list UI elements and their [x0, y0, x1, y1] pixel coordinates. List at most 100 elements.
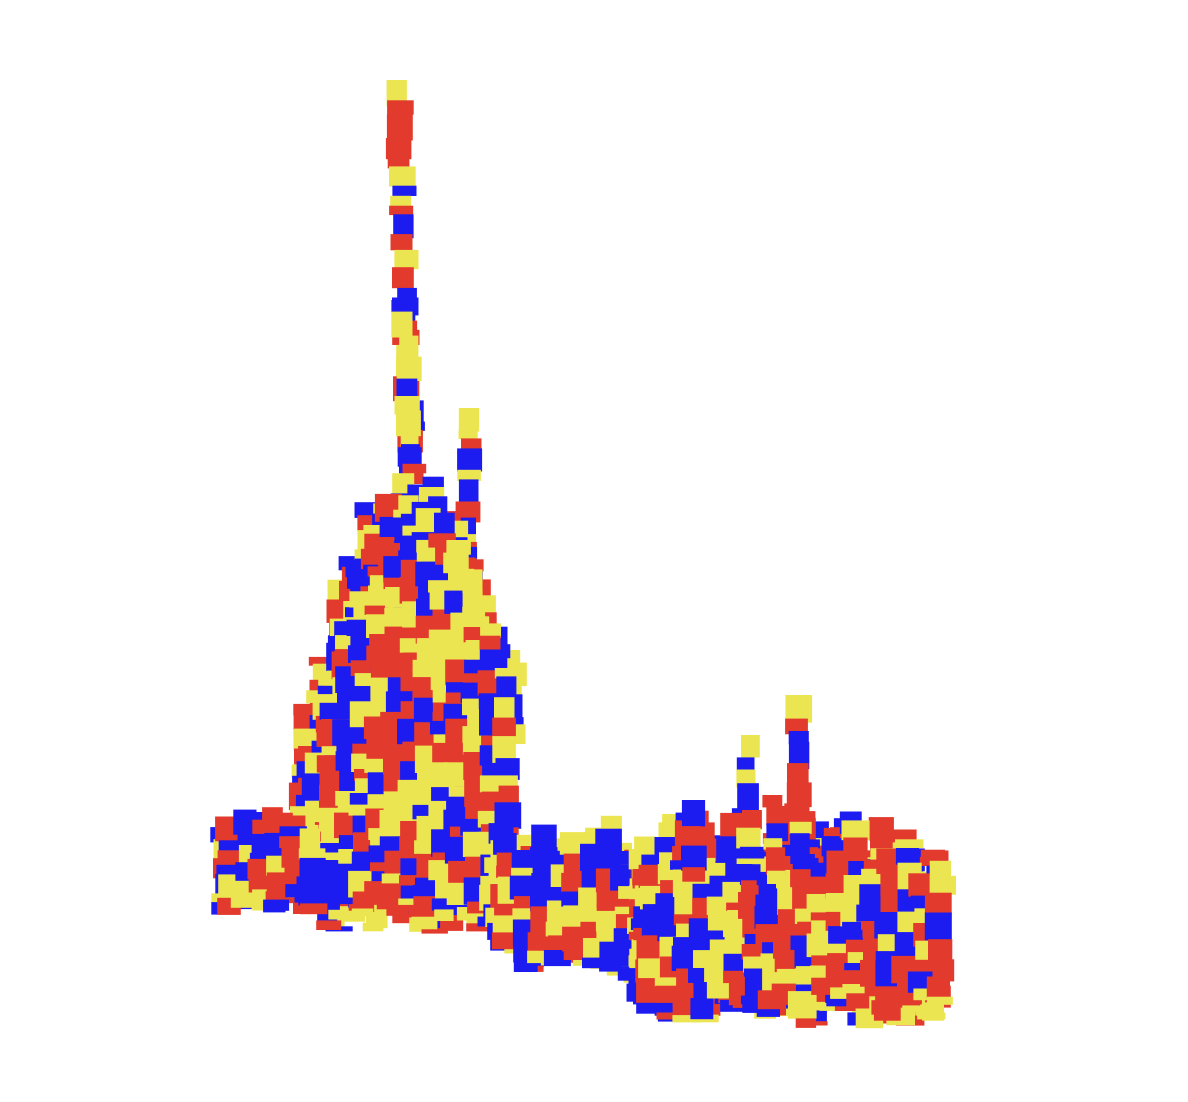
block	[349, 686, 374, 704]
block	[279, 836, 306, 849]
block	[795, 984, 819, 993]
block	[458, 479, 479, 503]
block	[389, 205, 414, 216]
block	[755, 894, 782, 908]
block	[763, 838, 783, 850]
block	[530, 890, 550, 912]
block	[795, 1018, 817, 1028]
block	[455, 501, 481, 523]
block	[249, 852, 274, 861]
block	[386, 904, 409, 916]
block	[411, 916, 438, 930]
block	[391, 311, 413, 338]
block	[317, 909, 338, 922]
block	[863, 859, 886, 870]
block	[369, 575, 390, 587]
block	[739, 846, 765, 859]
block	[563, 905, 584, 915]
block	[434, 512, 455, 537]
block	[296, 876, 321, 887]
block	[543, 850, 569, 869]
block	[672, 1015, 701, 1023]
block	[383, 577, 409, 590]
block	[263, 899, 290, 911]
block	[316, 920, 342, 930]
block	[924, 912, 952, 941]
block	[636, 1000, 659, 1014]
block	[790, 833, 810, 855]
block	[393, 214, 414, 239]
block	[349, 591, 374, 608]
block	[387, 100, 414, 115]
block	[386, 114, 413, 141]
block	[680, 826, 701, 846]
block	[532, 864, 555, 874]
block	[868, 817, 894, 841]
block	[785, 718, 808, 735]
block	[462, 740, 485, 755]
block	[843, 837, 868, 864]
block	[842, 984, 867, 996]
block	[926, 996, 953, 1005]
block	[724, 933, 746, 955]
block	[367, 566, 388, 577]
block	[531, 873, 553, 895]
block	[431, 787, 451, 803]
block	[318, 852, 341, 863]
block	[845, 897, 866, 908]
block	[826, 838, 848, 853]
block	[216, 864, 244, 876]
block	[398, 898, 422, 905]
block	[348, 804, 373, 816]
block	[810, 912, 836, 922]
block	[299, 857, 326, 882]
block	[494, 903, 516, 919]
block	[790, 854, 815, 864]
block	[582, 957, 602, 969]
block	[390, 195, 412, 209]
block	[285, 815, 306, 828]
block-stack	[210, 80, 956, 1029]
block	[463, 627, 484, 643]
block	[319, 768, 339, 790]
block	[394, 396, 420, 415]
block	[443, 552, 469, 574]
block	[819, 1002, 843, 1011]
block	[873, 1004, 901, 1021]
block	[531, 824, 557, 848]
block	[217, 850, 245, 866]
block	[415, 877, 441, 888]
block	[428, 629, 455, 638]
block	[823, 827, 848, 838]
block	[595, 910, 617, 932]
block	[248, 874, 273, 893]
block	[926, 976, 950, 998]
block	[279, 826, 307, 837]
block	[457, 469, 481, 481]
block	[766, 823, 788, 842]
block	[318, 843, 344, 855]
block	[826, 998, 851, 1007]
block	[495, 758, 520, 780]
block	[492, 915, 517, 938]
block	[467, 901, 489, 914]
block	[493, 833, 517, 855]
block	[266, 872, 287, 896]
block	[461, 438, 482, 451]
block	[892, 829, 917, 843]
block	[494, 668, 517, 679]
block	[265, 891, 288, 902]
block	[400, 434, 419, 447]
block	[345, 560, 366, 578]
block	[596, 927, 616, 946]
block	[862, 929, 886, 938]
block	[298, 896, 326, 906]
block	[656, 1012, 678, 1020]
block	[765, 847, 786, 875]
block	[875, 951, 903, 962]
block	[844, 963, 869, 973]
block	[673, 914, 695, 926]
block	[682, 867, 705, 882]
block	[613, 928, 634, 954]
block	[774, 953, 796, 973]
